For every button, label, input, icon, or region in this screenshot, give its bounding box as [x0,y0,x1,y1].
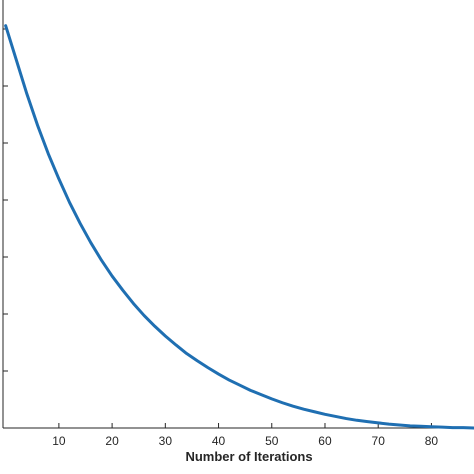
y-axis-ticks [3,28,8,372]
plot-area: 10 20 30 40 50 60 70 80 [2,0,474,448]
x-tick-label: 80 [425,434,439,448]
series-line [4,24,474,430]
x-tick-label: 30 [159,434,173,448]
x-tick-label: 60 [318,434,332,448]
x-axis-ticks: 10 20 30 40 50 60 70 80 [52,423,438,448]
x-tick-label: 50 [265,434,279,448]
x-tick-label: 40 [212,434,226,448]
x-tick-label: 70 [372,434,386,448]
x-axis-label: Number of Iterations [185,449,312,464]
x-tick-label: 20 [105,434,119,448]
x-tick-label: 10 [52,434,66,448]
